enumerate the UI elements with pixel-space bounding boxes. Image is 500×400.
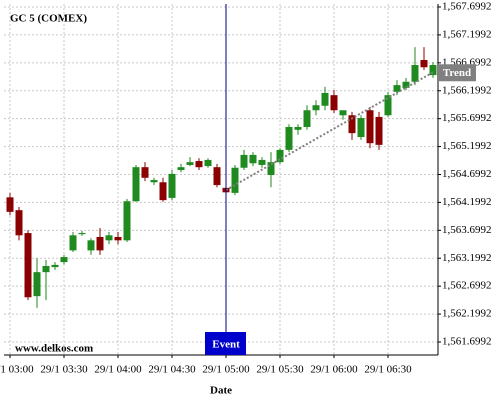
candle-body [195,161,203,168]
candle-body [78,233,86,235]
candle-body [366,110,374,144]
candle-body [276,149,284,163]
event-label: Event [212,339,240,351]
candle-body [330,95,338,111]
x-tick-label: 29/1 06:30 [364,364,412,376]
candle-body [420,59,428,68]
candle-body [186,162,194,165]
candle-body [96,236,104,251]
trend-line [225,71,434,191]
candle-body [159,182,167,201]
candle-body [303,110,311,127]
candle-body [348,115,356,134]
watermark: www.delkos.com [15,343,93,355]
candle-body [375,116,383,145]
y-tick-label: 1,567.1992 [442,28,492,40]
candle-body [168,173,176,198]
candle-body [240,154,248,168]
candle-body [6,197,14,212]
y-tick-label: 1,565.1992 [442,140,492,152]
candle-body [60,257,68,263]
candle-body [114,236,122,241]
y-tick-label: 1,566.1992 [442,84,492,96]
candle-body [411,65,419,82]
chart-title: GC 5 (COMEX) [10,13,87,25]
candle-body [357,118,365,138]
candle-body [141,167,149,178]
x-axis-label: Date [210,385,232,397]
candle-body [132,167,140,202]
candle-body [204,159,212,167]
x-tick-label: 29/1 05:30 [256,364,304,376]
candle-body [231,167,239,193]
candle-body [393,85,401,92]
candle-body [150,180,158,183]
candle-body [267,162,275,176]
y-tick-label: 1,563.1992 [442,252,492,264]
candle-body [69,235,77,251]
x-tick-label: 29/1 03:30 [40,364,88,376]
candle-body [15,210,23,236]
candle-body [402,81,410,88]
candle-body [105,235,113,241]
y-tick-label: 1,562.1992 [442,308,492,320]
candle-body [321,92,329,106]
candle-body [249,154,257,164]
candle-body [51,264,59,268]
y-tick-label: 1,564.6992 [442,168,492,180]
candle-body [285,126,293,150]
y-tick-label: 1,563.6992 [442,224,492,236]
x-tick-label: 29/1 05:00 [202,364,250,376]
y-tick-label: 1,567.6992 [442,1,492,13]
y-tick-label: 1,564.1992 [442,196,492,208]
candle-body [33,272,41,297]
x-tick-label: 29/1 04:30 [148,364,196,376]
candle-body [294,126,302,130]
y-tick-label: 1,561.6992 [442,336,492,348]
candle-body [339,110,347,116]
candle-body [312,105,320,111]
candle-body [177,167,185,170]
x-tick-label: 29/1 03:00 [0,364,34,376]
candle-body [213,167,221,186]
y-tick-label: 1,565.6992 [442,112,492,124]
x-tick-label: 29/1 06:00 [310,364,358,376]
trend-label-box [438,64,476,82]
candle-body [384,95,392,116]
candle-body [429,65,437,76]
candle-body [123,201,131,241]
candle-body [258,159,266,165]
trend-label: Trend [443,67,471,79]
candle-body [42,266,50,273]
candle-body [24,233,32,298]
y-tick-label: 1,562.6992 [442,280,492,292]
x-tick-label: 29/1 04:00 [94,364,142,376]
event-label-box [205,332,246,355]
candle-body [87,240,95,251]
